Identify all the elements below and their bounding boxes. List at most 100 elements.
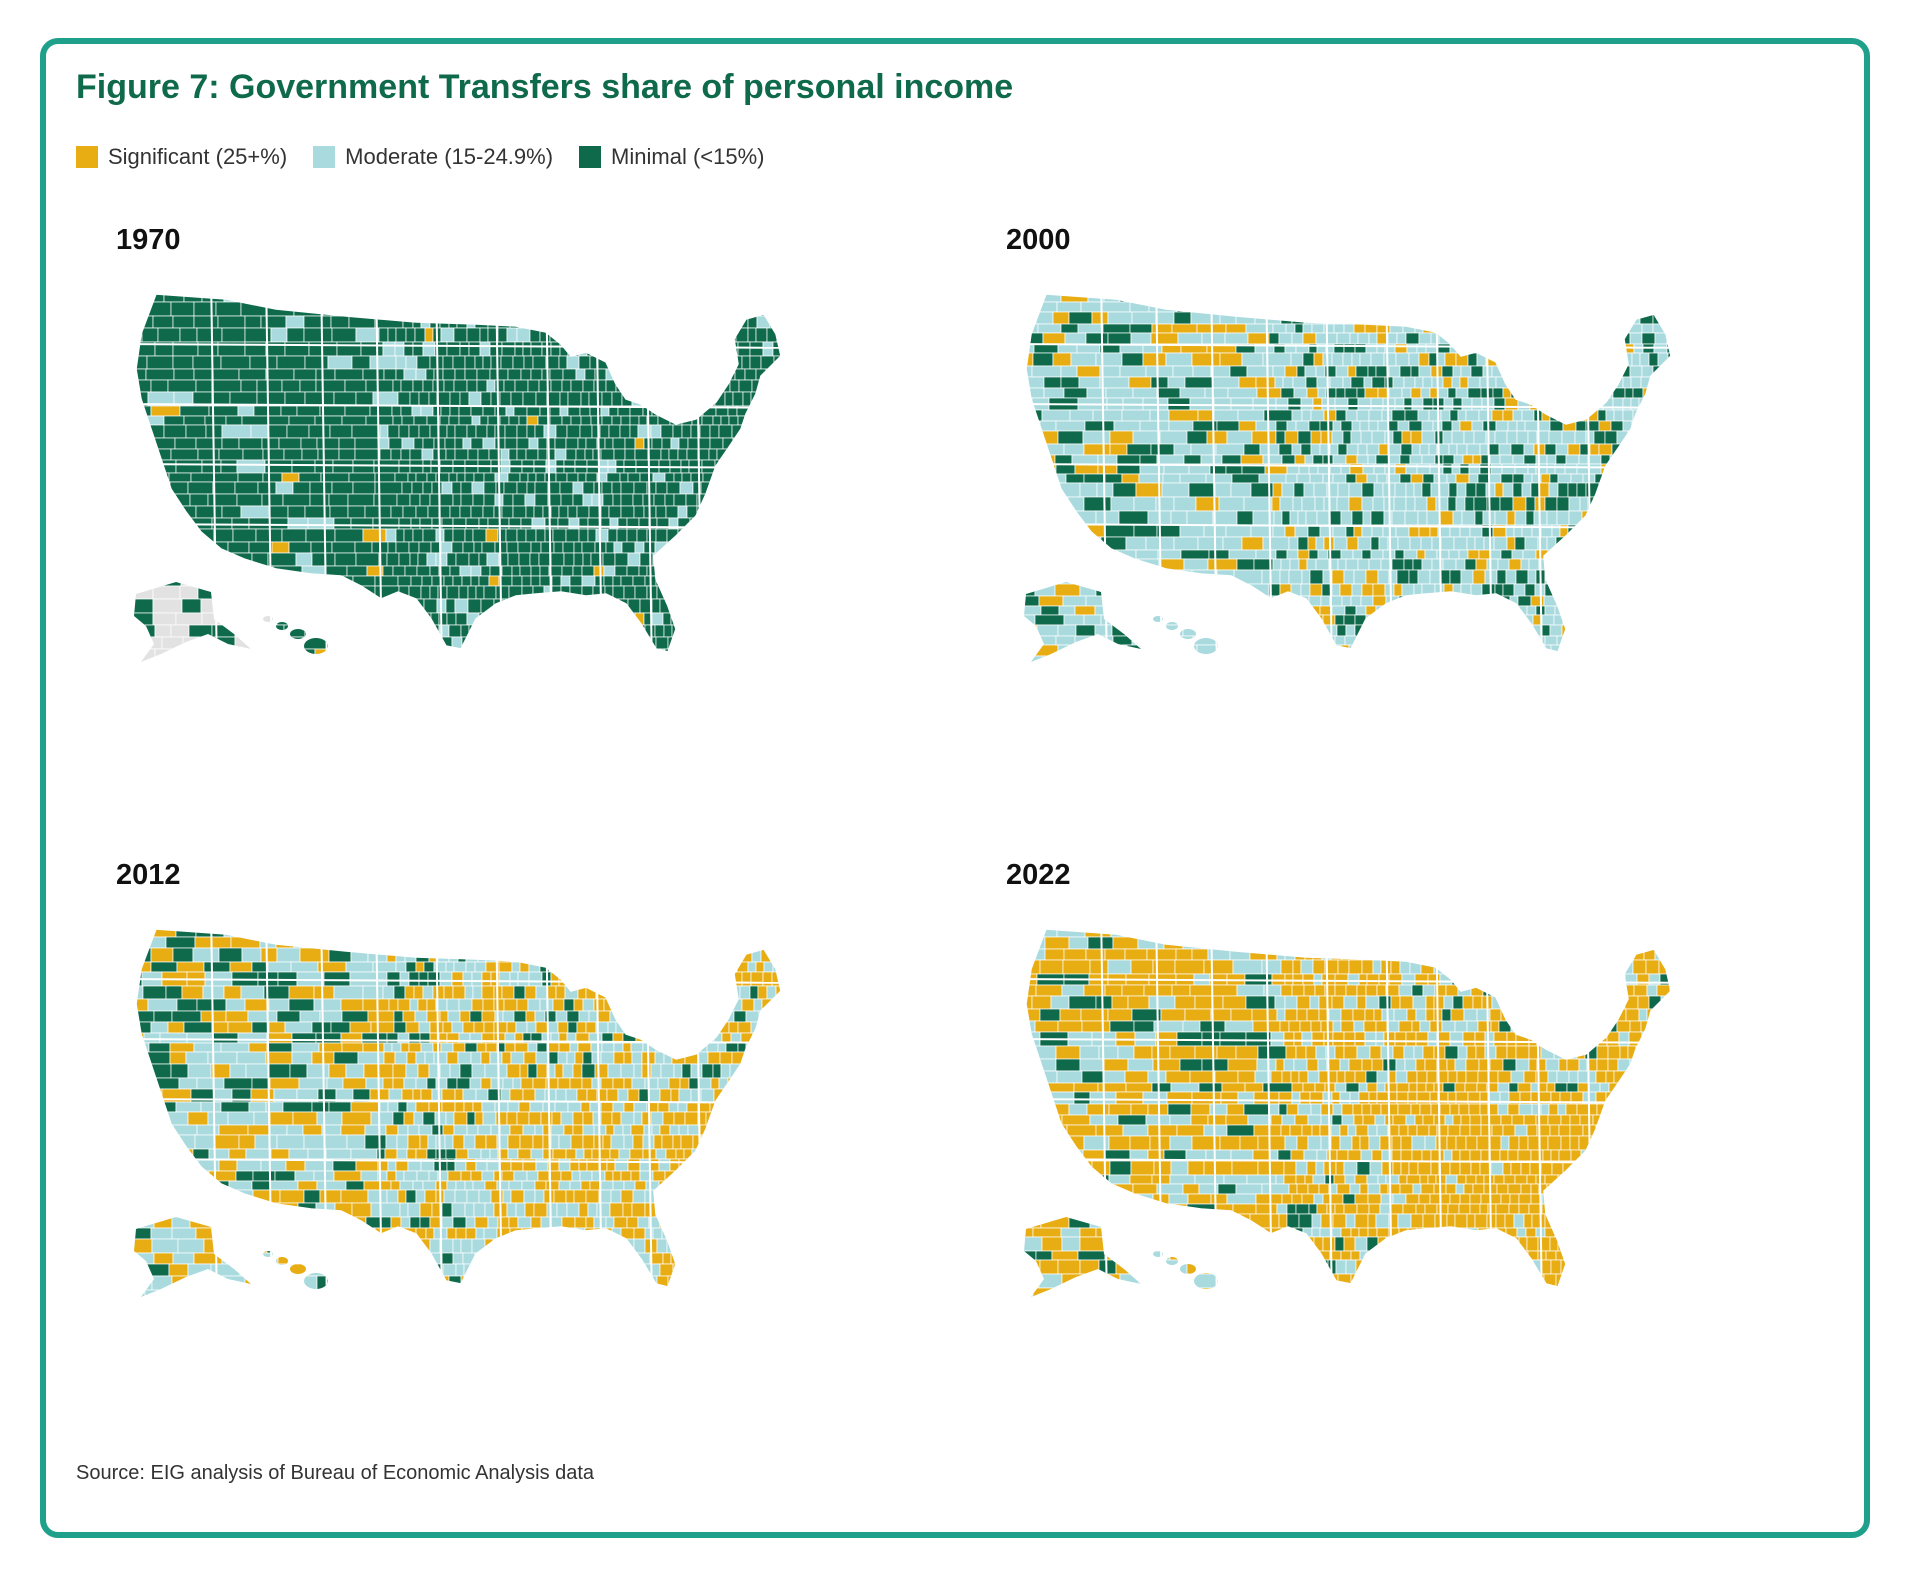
county-cell [1512, 473, 1525, 484]
county-cell [350, 663, 369, 676]
county-cell [590, 415, 603, 426]
county-cell [1360, 595, 1374, 607]
county-cell [486, 379, 496, 393]
county-cell [784, 302, 796, 316]
county-cell [632, 1134, 644, 1150]
county-cell [554, 648, 564, 662]
county-cell [1269, 294, 1283, 303]
county-cell [1560, 644, 1574, 657]
county-cell [682, 929, 693, 938]
county-cell [240, 379, 258, 393]
county-cell [145, 368, 175, 381]
county-cell [1608, 510, 1622, 526]
county-cell [1663, 420, 1671, 432]
county-cell [418, 624, 429, 638]
county-cell [1460, 569, 1474, 585]
county-cell [1177, 332, 1203, 345]
county-cell [609, 355, 624, 370]
county-cell [701, 541, 711, 554]
county-cell [1361, 549, 1372, 560]
county-cell [296, 971, 325, 987]
county-cell [1333, 536, 1348, 551]
county-cell [534, 1010, 546, 1023]
county-cell [674, 961, 689, 973]
county-cell [1425, 614, 1438, 626]
county-cell [1226, 430, 1253, 445]
county-cell [444, 936, 459, 949]
county-cell [509, 636, 523, 650]
county-cell [1451, 376, 1461, 389]
county-cell [1306, 558, 1317, 571]
county-cell [1535, 454, 1548, 465]
county-cell [1048, 510, 1070, 526]
county-cell [618, 1148, 631, 1160]
county-cell [407, 1275, 419, 1291]
county-cell [192, 1148, 210, 1160]
county-cell [691, 391, 704, 407]
county-cell [1317, 387, 1327, 399]
county-cell [713, 612, 726, 626]
county-cell [1488, 614, 1500, 626]
county-cell [1317, 549, 1329, 560]
county-cell [1527, 644, 1541, 657]
county-cell [421, 448, 434, 461]
county-cell [200, 598, 222, 614]
county-cell [437, 947, 450, 963]
county-cell [395, 1170, 405, 1182]
county-cell [1208, 549, 1230, 560]
county-cell [269, 1077, 300, 1090]
county-cell [673, 947, 683, 963]
county-cell [1572, 644, 1584, 657]
county-cell [288, 541, 312, 554]
county-cell [1617, 311, 1628, 325]
county-cell [1356, 454, 1369, 465]
county-cell [677, 585, 687, 600]
county-cell [793, 316, 804, 328]
county-cell [782, 948, 794, 962]
county-cell [558, 636, 572, 650]
county-cell [1350, 430, 1362, 445]
county-cell [1632, 614, 1644, 626]
county-cell [720, 598, 731, 614]
county-cell [449, 405, 460, 417]
county-cell [793, 576, 802, 586]
county-cell [1301, 569, 1311, 585]
county-cell [1530, 595, 1545, 607]
county-cell [615, 985, 628, 1000]
county-cell [1685, 388, 1697, 398]
map-panel-2012: 2012 [76, 859, 896, 1459]
county-cell [1099, 376, 1130, 389]
county-cell [717, 636, 730, 650]
county-cell [482, 405, 496, 417]
county-cell [1140, 655, 1161, 662]
county-cell [180, 575, 206, 587]
county-cell [605, 1263, 615, 1277]
county-cell [654, 541, 668, 554]
county-cell [552, 998, 565, 1012]
county-cell [786, 1078, 799, 1089]
county-cell [1544, 605, 1556, 616]
county-cell [738, 575, 751, 587]
county-cell [669, 294, 682, 303]
county-cell [641, 391, 656, 407]
county-cell [1063, 443, 1085, 456]
county-cell [446, 612, 457, 626]
county-cell [670, 437, 680, 450]
county-cell [481, 985, 495, 1000]
county-cell [623, 327, 634, 343]
county-cell [400, 1216, 411, 1229]
county-cell [758, 1063, 770, 1079]
county-cell [522, 1124, 536, 1136]
county-cell [1407, 311, 1420, 325]
county-cell [582, 379, 595, 393]
county-cell [768, 1063, 781, 1079]
county-cell [1383, 614, 1397, 626]
county-cell [643, 341, 655, 357]
county-cell [134, 1275, 153, 1291]
county-cell [1517, 644, 1529, 657]
county-cell [787, 425, 797, 438]
county-cell [445, 448, 456, 461]
county-cell [433, 1051, 448, 1065]
county-cell [442, 355, 454, 370]
county-cell [758, 1111, 769, 1126]
